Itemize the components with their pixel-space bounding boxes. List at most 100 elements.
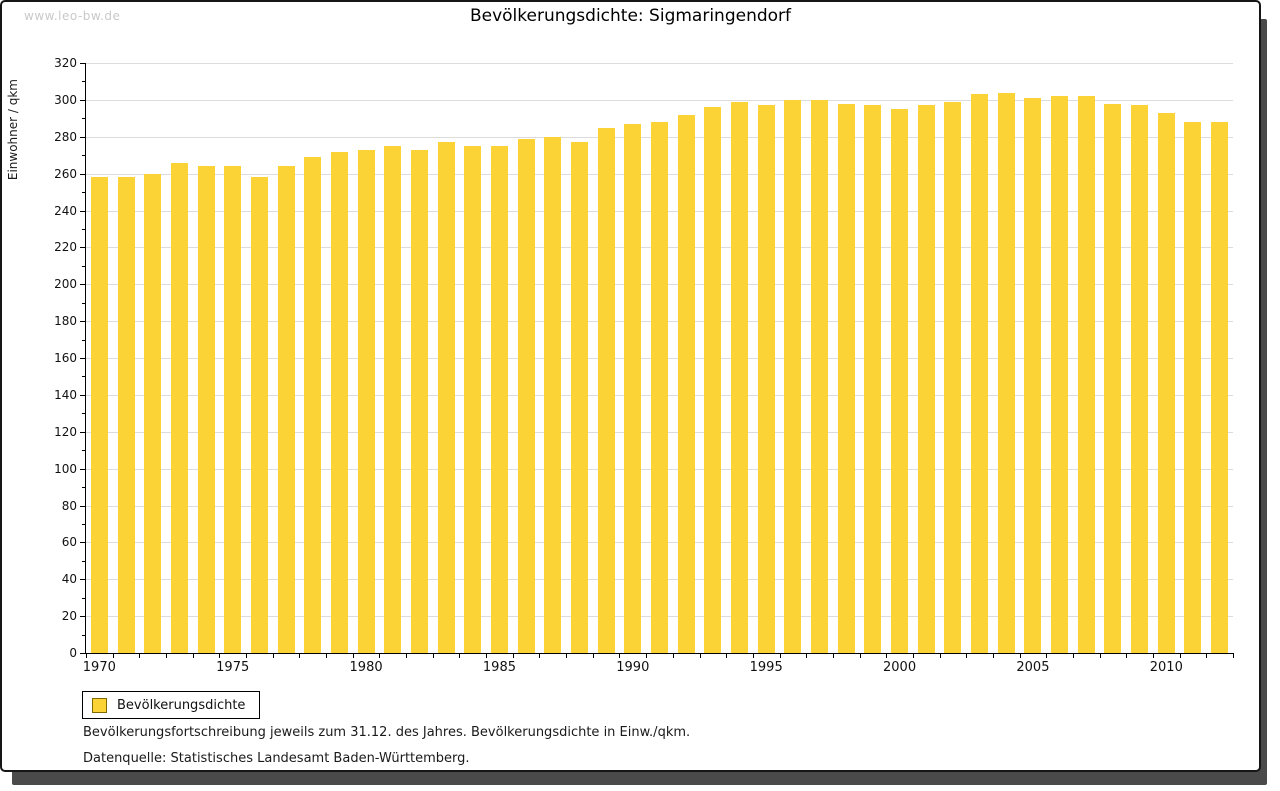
x-tick-12 (406, 653, 408, 658)
y-tick-270 (82, 155, 86, 157)
y-tick-label-40: 40 (61, 572, 77, 587)
x-tick-18 (566, 653, 568, 658)
bar-1991 (651, 122, 668, 653)
y-tick-label-180: 180 (54, 314, 77, 329)
y-axis-title: Einwohner / qkm (4, 60, 22, 200)
y-tick-120 (80, 431, 86, 433)
y-tick-220 (80, 247, 86, 249)
x-tick-14 (459, 653, 461, 658)
bar-1981 (384, 145, 402, 653)
y-tick-190 (82, 302, 86, 304)
bar-1985 (490, 145, 508, 653)
y-tick-290 (82, 118, 86, 120)
x-tick-22 (672, 653, 674, 658)
bar-2001 (917, 105, 935, 653)
y-tick-180 (80, 321, 86, 323)
x-tick-1 (112, 653, 114, 658)
y-tick-label-200: 200 (54, 277, 77, 292)
bar-2006 (1051, 96, 1069, 653)
bar-1971 (117, 177, 135, 653)
x-tick-21 (646, 653, 648, 658)
x-tick-8 (299, 653, 301, 658)
x-tick-35 (1019, 653, 1021, 658)
bar-2009 (1131, 105, 1149, 653)
y-tick-260 (80, 173, 86, 175)
bar-1979 (330, 151, 348, 653)
x-tick-37 (1072, 653, 1074, 658)
x-tick-33 (966, 653, 968, 658)
x-tick-29 (859, 653, 861, 658)
x-tick-27 (806, 653, 808, 658)
bar-1988 (570, 142, 588, 653)
x-tick-30 (886, 653, 888, 658)
x-tick-6 (246, 653, 248, 658)
x-tick-25 (752, 653, 754, 658)
bar-1999 (864, 105, 882, 653)
y-tick-250 (82, 192, 86, 194)
y-tick-80 (80, 505, 86, 507)
bar-1977 (277, 166, 295, 653)
y-tick-130 (82, 413, 86, 415)
x-tick-label-1990: 1990 (616, 660, 650, 675)
bar-1976 (250, 177, 268, 653)
bar-1987 (544, 136, 562, 653)
y-tick-200 (80, 284, 86, 286)
bar-2010 (1157, 112, 1175, 653)
bar-1994 (731, 101, 749, 653)
bar-1973 (170, 162, 188, 653)
y-tick-label-80: 80 (61, 498, 77, 513)
x-tick-label-2000: 2000 (883, 660, 917, 675)
x-tick-label-2010: 2010 (1149, 660, 1183, 675)
x-tick-36 (1046, 653, 1048, 658)
y-tick-100 (80, 468, 86, 470)
y-tick-210 (82, 265, 86, 267)
y-tick-20 (80, 616, 86, 618)
bar-1997 (811, 99, 829, 653)
x-tick-17 (539, 653, 541, 658)
chart-title: Bevölkerungsdichte: Sigmaringendorf (469, 6, 792, 26)
bar-1972 (144, 173, 162, 653)
footnote-data-source: Datenquelle: Statistisches Landesamt Bad… (83, 751, 470, 766)
bar-2003 (971, 94, 989, 653)
bar-1986 (517, 138, 535, 653)
y-tick-150 (82, 376, 86, 378)
y-tick-320 (80, 63, 86, 64)
bar-1989 (597, 127, 615, 653)
y-tick-300 (80, 99, 86, 101)
y-tick-label-60: 60 (61, 535, 77, 550)
x-tick-label-1995: 1995 (749, 660, 783, 675)
plot-area: 0 20 40 60 80 100 120 140 160 180 200 220 240 260 280 3… (54, 56, 1234, 675)
bar-2011 (1184, 122, 1202, 653)
x-tick-label-2005: 2005 (1016, 660, 1050, 675)
bar-2008 (1104, 103, 1122, 653)
y-tick-50 (82, 560, 86, 562)
bar-1984 (464, 145, 482, 653)
x-tick-13 (432, 653, 434, 658)
x-tick-9 (326, 653, 328, 658)
x-tick-34 (992, 653, 994, 658)
bar-1992 (677, 114, 695, 653)
gridline-300 (86, 99, 1233, 101)
y-tick-label-280: 280 (54, 129, 77, 144)
y-tick-label-140: 140 (54, 387, 77, 402)
y-tick-70 (82, 523, 86, 525)
y-tick-label-20: 20 (61, 609, 77, 624)
legend-swatch (92, 697, 107, 713)
y-tick-280 (80, 136, 86, 138)
bar-1978 (304, 157, 322, 653)
x-tick-16 (512, 653, 514, 658)
x-tick-15 (486, 653, 488, 658)
bar-1983 (437, 142, 455, 653)
x-tick-0 (86, 653, 87, 658)
y-tick-40 (80, 579, 86, 581)
y-tick-160 (80, 358, 86, 359)
x-tick-label-1980: 1980 (349, 660, 383, 675)
x-tick-39 (1126, 653, 1128, 658)
y-tick-60 (80, 542, 86, 544)
y-axis-title-text: Einwohner / qkm (6, 79, 20, 181)
y-tick-label-220: 220 (54, 240, 77, 255)
y-tick-110 (82, 450, 86, 452)
y-tick-230 (82, 228, 86, 230)
chart-window: www.leo-bw.de Bevölkerungsdichte: Sigmar… (0, 0, 1261, 772)
bar-2012 (1211, 122, 1229, 653)
